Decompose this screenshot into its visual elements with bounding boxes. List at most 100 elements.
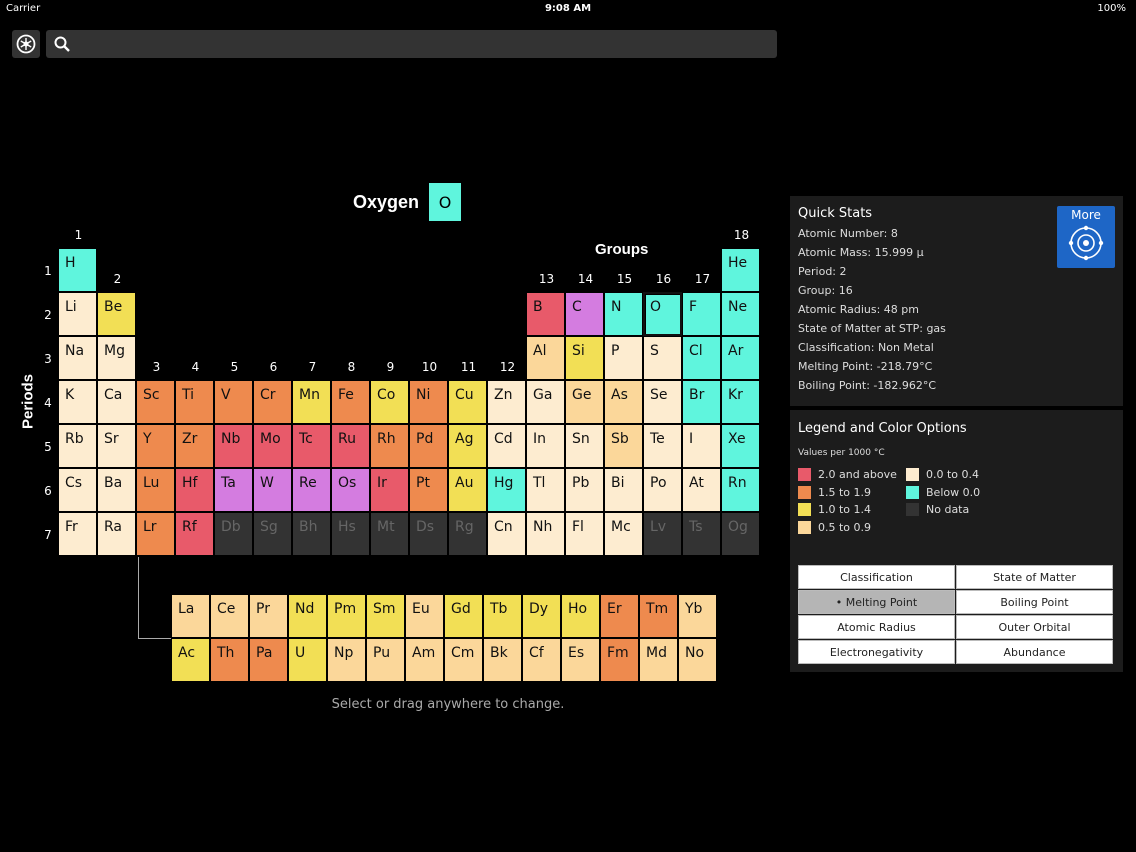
element-ra[interactable]: Ra (98, 513, 136, 556)
element-sg[interactable]: Sg (254, 513, 292, 556)
search-input[interactable] (78, 34, 772, 56)
element-ba[interactable]: Ba (98, 469, 136, 512)
element-ho[interactable]: Ho (562, 595, 600, 638)
element-ir[interactable]: Ir (371, 469, 409, 512)
element-in[interactable]: In (527, 425, 565, 468)
element-k[interactable]: K (59, 381, 97, 424)
element-ti[interactable]: Ti (176, 381, 214, 424)
element-xe[interactable]: Xe (722, 425, 760, 468)
element-og[interactable]: Og (722, 513, 760, 556)
element-fr[interactable]: Fr (59, 513, 97, 556)
element-y[interactable]: Y (137, 425, 175, 468)
element-ga[interactable]: Ga (527, 381, 565, 424)
element-ta[interactable]: Ta (215, 469, 253, 512)
element-md[interactable]: Md (640, 639, 678, 682)
element-cm[interactable]: Cm (445, 639, 483, 682)
element-ar[interactable]: Ar (722, 337, 760, 380)
element-mo[interactable]: Mo (254, 425, 292, 468)
color-option-classification[interactable]: Classification (798, 565, 955, 589)
element-es[interactable]: Es (562, 639, 600, 682)
element-hf[interactable]: Hf (176, 469, 214, 512)
element-mg[interactable]: Mg (98, 337, 136, 380)
element-rn[interactable]: Rn (722, 469, 760, 512)
element-i[interactable]: I (683, 425, 721, 468)
element-mt[interactable]: Mt (371, 513, 409, 556)
element-at[interactable]: At (683, 469, 721, 512)
element-no[interactable]: No (679, 639, 717, 682)
element-lv[interactable]: Lv (644, 513, 682, 556)
element-al[interactable]: Al (527, 337, 565, 380)
element-ge[interactable]: Ge (566, 381, 604, 424)
element-ag[interactable]: Ag (449, 425, 487, 468)
element-co[interactable]: Co (371, 381, 409, 424)
element-be[interactable]: Be (98, 293, 136, 336)
element-as[interactable]: As (605, 381, 643, 424)
element-am[interactable]: Am (406, 639, 444, 682)
element-sc[interactable]: Sc (137, 381, 175, 424)
element-er[interactable]: Er (601, 595, 639, 638)
element-au[interactable]: Au (449, 469, 487, 512)
element-lr[interactable]: Lr (137, 513, 175, 556)
element-ce[interactable]: Ce (211, 595, 249, 638)
element-tb[interactable]: Tb (484, 595, 522, 638)
element-eu[interactable]: Eu (406, 595, 444, 638)
element-tc[interactable]: Tc (293, 425, 331, 468)
element-s[interactable]: S (644, 337, 682, 380)
element-fl[interactable]: Fl (566, 513, 604, 556)
element-rb[interactable]: Rb (59, 425, 97, 468)
element-la[interactable]: La (172, 595, 210, 638)
color-option-melting-point[interactable]: • Melting Point (798, 590, 955, 614)
element-ts[interactable]: Ts (683, 513, 721, 556)
element-na[interactable]: Na (59, 337, 97, 380)
element-os[interactable]: Os (332, 469, 370, 512)
element-pd[interactable]: Pd (410, 425, 448, 468)
element-hs[interactable]: Hs (332, 513, 370, 556)
element-pb[interactable]: Pb (566, 469, 604, 512)
element-te[interactable]: Te (644, 425, 682, 468)
color-option-abundance[interactable]: Abundance (956, 640, 1113, 664)
element-h[interactable]: H (59, 249, 97, 292)
element-np[interactable]: Np (328, 639, 366, 682)
color-option-state-of-matter[interactable]: State of Matter (956, 565, 1113, 589)
element-o[interactable]: O (643, 292, 682, 336)
element-sb[interactable]: Sb (605, 425, 643, 468)
element-si[interactable]: Si (566, 337, 604, 380)
element-hg[interactable]: Hg (488, 469, 526, 512)
element-b[interactable]: B (527, 293, 565, 336)
element-mc[interactable]: Mc (605, 513, 643, 556)
element-ac[interactable]: Ac (172, 639, 210, 682)
element-ds[interactable]: Ds (410, 513, 448, 556)
color-option-atomic-radius[interactable]: Atomic Radius (798, 615, 955, 639)
element-ru[interactable]: Ru (332, 425, 370, 468)
element-ca[interactable]: Ca (98, 381, 136, 424)
element-cf[interactable]: Cf (523, 639, 561, 682)
element-nd[interactable]: Nd (289, 595, 327, 638)
color-option-outer-orbital[interactable]: Outer Orbital (956, 615, 1113, 639)
element-br[interactable]: Br (683, 381, 721, 424)
element-f[interactable]: F (683, 293, 721, 336)
element-cs[interactable]: Cs (59, 469, 97, 512)
element-yb[interactable]: Yb (679, 595, 717, 638)
element-bi[interactable]: Bi (605, 469, 643, 512)
element-bk[interactable]: Bk (484, 639, 522, 682)
more-button[interactable]: More (1057, 206, 1115, 268)
element-cu[interactable]: Cu (449, 381, 487, 424)
element-sn[interactable]: Sn (566, 425, 604, 468)
element-th[interactable]: Th (211, 639, 249, 682)
element-ne[interactable]: Ne (722, 293, 760, 336)
element-pt[interactable]: Pt (410, 469, 448, 512)
element-w[interactable]: W (254, 469, 292, 512)
element-dy[interactable]: Dy (523, 595, 561, 638)
element-li[interactable]: Li (59, 293, 97, 336)
element-tm[interactable]: Tm (640, 595, 678, 638)
element-mn[interactable]: Mn (293, 381, 331, 424)
element-p[interactable]: P (605, 337, 643, 380)
element-ni[interactable]: Ni (410, 381, 448, 424)
element-re[interactable]: Re (293, 469, 331, 512)
color-option-boiling-point[interactable]: Boiling Point (956, 590, 1113, 614)
element-v[interactable]: V (215, 381, 253, 424)
element-lu[interactable]: Lu (137, 469, 175, 512)
element-he[interactable]: He (722, 249, 760, 292)
element-zn[interactable]: Zn (488, 381, 526, 424)
element-nb[interactable]: Nb (215, 425, 253, 468)
